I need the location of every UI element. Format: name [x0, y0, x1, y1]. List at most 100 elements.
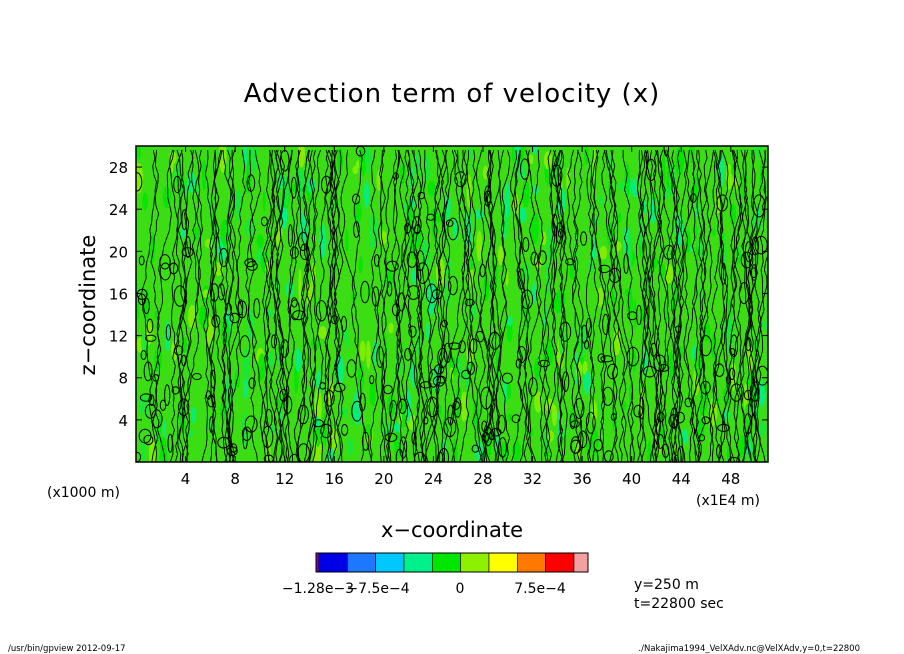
contour-line [572, 149, 584, 462]
contour-loop [261, 425, 274, 448]
field-patch [593, 250, 597, 259]
contour-loop [661, 443, 670, 458]
contour-line [176, 149, 188, 462]
contour-line [227, 149, 236, 462]
contour-loop [408, 325, 417, 338]
contour-loop [414, 451, 426, 462]
contour-loop [384, 432, 398, 442]
contour-loop [550, 164, 563, 187]
contour-loop [517, 346, 527, 364]
field-patch [726, 314, 734, 351]
colorbar-frame [315, 552, 589, 573]
contour-line [664, 149, 680, 462]
contour-loop [397, 292, 406, 312]
contour-loop [248, 377, 256, 389]
contour-loop [480, 386, 493, 410]
contour-line [753, 149, 767, 462]
contour-line [435, 150, 451, 462]
field-patch [497, 245, 504, 266]
contour-loop [159, 254, 171, 270]
field-patch [626, 291, 634, 316]
contour-line [605, 149, 634, 462]
contour-line [265, 149, 278, 462]
contour-loop [438, 447, 449, 462]
contour-line [593, 149, 607, 462]
contour-loop [181, 209, 188, 231]
field-patch [256, 234, 264, 249]
field-patch [379, 231, 388, 245]
contour-line [395, 149, 414, 462]
field-patch [675, 147, 685, 176]
contour-loop [143, 297, 150, 315]
contour-loop [754, 235, 768, 255]
field-patch [388, 322, 394, 334]
contour-line [434, 149, 447, 462]
contour-loop [376, 345, 385, 368]
field-patch [188, 304, 197, 329]
contour-loop [333, 382, 346, 393]
y-tick-label: 4 [118, 412, 128, 430]
contour-loop [143, 361, 153, 382]
contour-loop [728, 457, 741, 462]
contour-loop [597, 353, 606, 363]
contour-loop [386, 260, 399, 272]
contour-line [209, 149, 220, 462]
contour-loop [729, 367, 736, 380]
field-patch [191, 406, 197, 424]
field-patch [597, 401, 602, 413]
contour-line [637, 149, 658, 462]
y-tick-label: 24 [109, 201, 128, 219]
field-patch [365, 424, 372, 439]
contour-line [327, 149, 349, 462]
field-patch [359, 340, 366, 362]
contour-loop [745, 337, 752, 352]
field-patch [583, 371, 592, 395]
contour-line [199, 149, 216, 462]
x-unit-left: (x1000 m) [47, 485, 120, 501]
contour-loop [321, 175, 332, 194]
contour-line [379, 149, 390, 462]
field-patch [464, 362, 471, 390]
contour-loop [407, 285, 420, 300]
contour-line [259, 149, 279, 462]
contour-loop [749, 267, 758, 279]
contour-line [175, 149, 194, 462]
contour-line [553, 149, 567, 462]
field-patch [199, 305, 208, 328]
contour-line [330, 149, 344, 462]
field-patch [136, 146, 141, 160]
contour-loop [650, 342, 658, 357]
contour-loop [653, 354, 667, 372]
contour-loop [740, 251, 754, 269]
contour-loop [137, 293, 147, 306]
field-patch [469, 146, 473, 160]
field-patch [154, 310, 159, 320]
field-patch [318, 326, 327, 339]
contour-line [657, 149, 672, 462]
contour-line [585, 149, 595, 462]
contour-loop [315, 300, 328, 322]
field-patch [759, 159, 764, 192]
contour-loop [698, 434, 706, 442]
contour-loop [663, 146, 670, 157]
field-patch [136, 301, 140, 320]
contour-loop [447, 217, 459, 241]
field-patch [284, 175, 289, 207]
x-tick-label: 16 [325, 470, 344, 488]
contour-loop [643, 365, 657, 378]
contour-loop [210, 369, 216, 389]
contour-loop [528, 377, 538, 397]
contour-loop [230, 443, 238, 453]
contour-line [415, 149, 426, 462]
field-patch [208, 198, 213, 213]
field-patch [761, 320, 768, 330]
contour-loop [445, 219, 454, 227]
contour-loop [330, 315, 339, 325]
field-patch [759, 380, 766, 408]
contour-loop [178, 398, 190, 417]
contour-loop [340, 315, 347, 332]
field-patch [592, 429, 599, 456]
chart-title: Advection term of velocity (x) [244, 79, 660, 109]
contour-line [194, 149, 218, 462]
contour-loop [689, 193, 697, 203]
